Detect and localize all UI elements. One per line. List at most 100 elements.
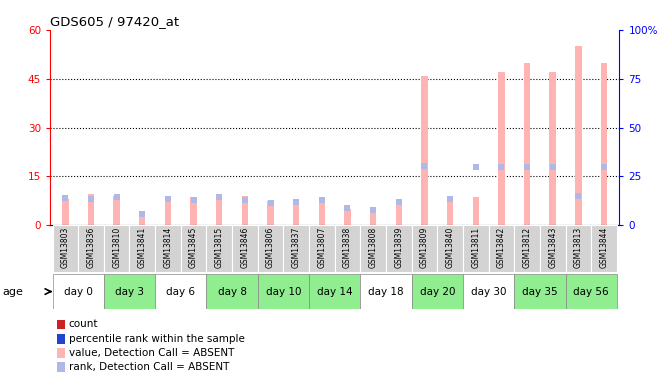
Text: GSM13812: GSM13812	[523, 227, 531, 268]
Point	[188, 196, 199, 202]
Text: GSM13837: GSM13837	[292, 227, 300, 268]
Bar	[155, 225, 180, 272]
Point	[265, 200, 276, 206]
Bar	[421, 75, 428, 225]
Bar	[318, 197, 325, 225]
Text: GSM13807: GSM13807	[317, 227, 326, 268]
Point	[470, 164, 481, 170]
Bar	[283, 225, 309, 272]
Point	[599, 164, 609, 170]
Text: day 30: day 30	[471, 286, 506, 297]
Text: GSM13841: GSM13841	[138, 227, 147, 268]
Bar	[129, 225, 155, 272]
Text: GSM13808: GSM13808	[369, 227, 378, 268]
Text: GSM13840: GSM13840	[446, 227, 455, 268]
Bar	[370, 209, 376, 225]
Point	[163, 196, 173, 202]
Point	[137, 211, 148, 217]
Point	[111, 194, 122, 200]
Point	[240, 196, 250, 202]
Bar	[514, 225, 540, 272]
Point	[368, 207, 378, 213]
Bar	[216, 194, 222, 225]
Bar	[565, 274, 617, 309]
Text: day 20: day 20	[420, 286, 455, 297]
Text: GSM13815: GSM13815	[214, 227, 224, 268]
Text: percentile rank within the sample: percentile rank within the sample	[69, 334, 244, 344]
Text: GSM13814: GSM13814	[163, 227, 172, 268]
Text: day 3: day 3	[115, 286, 144, 297]
Text: GDS605 / 97420_at: GDS605 / 97420_at	[50, 15, 179, 28]
Point	[342, 206, 353, 212]
Point	[291, 199, 302, 205]
Bar	[514, 274, 565, 309]
Bar	[258, 225, 283, 272]
Text: count: count	[69, 320, 98, 329]
Bar	[206, 225, 232, 272]
Bar	[396, 201, 402, 225]
Bar	[463, 274, 514, 309]
Bar	[601, 63, 607, 225]
Text: day 35: day 35	[522, 286, 557, 297]
Bar	[309, 274, 360, 309]
Bar	[412, 225, 438, 272]
Point	[573, 193, 583, 199]
Text: GSM13839: GSM13839	[394, 227, 404, 268]
Point	[547, 165, 558, 171]
Bar	[524, 63, 530, 225]
Text: GSM13809: GSM13809	[420, 227, 429, 268]
Text: day 8: day 8	[218, 286, 246, 297]
Point	[394, 199, 404, 205]
Bar	[463, 225, 489, 272]
Bar	[575, 46, 581, 225]
Bar	[447, 197, 454, 225]
Bar	[309, 225, 334, 272]
Text: GSM13806: GSM13806	[266, 227, 275, 268]
Bar	[498, 72, 505, 225]
Bar	[62, 199, 69, 225]
Point	[419, 162, 430, 168]
Bar	[412, 274, 463, 309]
Text: GSM13846: GSM13846	[240, 227, 249, 268]
Bar	[155, 274, 206, 309]
Text: GSM13844: GSM13844	[599, 227, 609, 268]
Text: GSM13803: GSM13803	[61, 227, 70, 268]
Text: GSM13810: GSM13810	[112, 227, 121, 268]
Bar	[591, 225, 617, 272]
Bar	[565, 225, 591, 272]
Bar	[344, 209, 351, 225]
Text: day 56: day 56	[573, 286, 609, 297]
Bar	[360, 274, 412, 309]
Bar	[242, 196, 248, 225]
Bar	[267, 201, 274, 225]
Text: day 0: day 0	[64, 286, 93, 297]
Point	[521, 164, 532, 170]
Text: GSM13838: GSM13838	[343, 227, 352, 268]
Bar	[206, 274, 258, 309]
Bar	[232, 225, 258, 272]
Point	[86, 196, 97, 202]
Text: day 14: day 14	[317, 286, 352, 297]
Bar	[489, 225, 514, 272]
Text: day 6: day 6	[166, 286, 195, 297]
Bar	[88, 194, 94, 225]
Text: GSM13836: GSM13836	[87, 227, 95, 268]
Bar	[190, 197, 196, 225]
Text: rank, Detection Call = ABSENT: rank, Detection Call = ABSENT	[69, 362, 229, 372]
Bar	[549, 72, 556, 225]
Text: day 18: day 18	[368, 286, 404, 297]
Point	[316, 196, 327, 202]
Text: GSM13811: GSM13811	[472, 227, 480, 268]
Text: value, Detection Call = ABSENT: value, Detection Call = ABSENT	[69, 348, 234, 358]
Bar	[53, 274, 104, 309]
Bar	[165, 196, 171, 225]
Bar	[293, 201, 300, 225]
Bar	[180, 225, 206, 272]
Point	[60, 195, 71, 201]
Point	[214, 194, 224, 200]
Text: GSM13813: GSM13813	[574, 227, 583, 268]
Bar	[139, 214, 145, 225]
Point	[445, 196, 456, 202]
Bar	[78, 225, 104, 272]
Text: day 10: day 10	[266, 286, 301, 297]
